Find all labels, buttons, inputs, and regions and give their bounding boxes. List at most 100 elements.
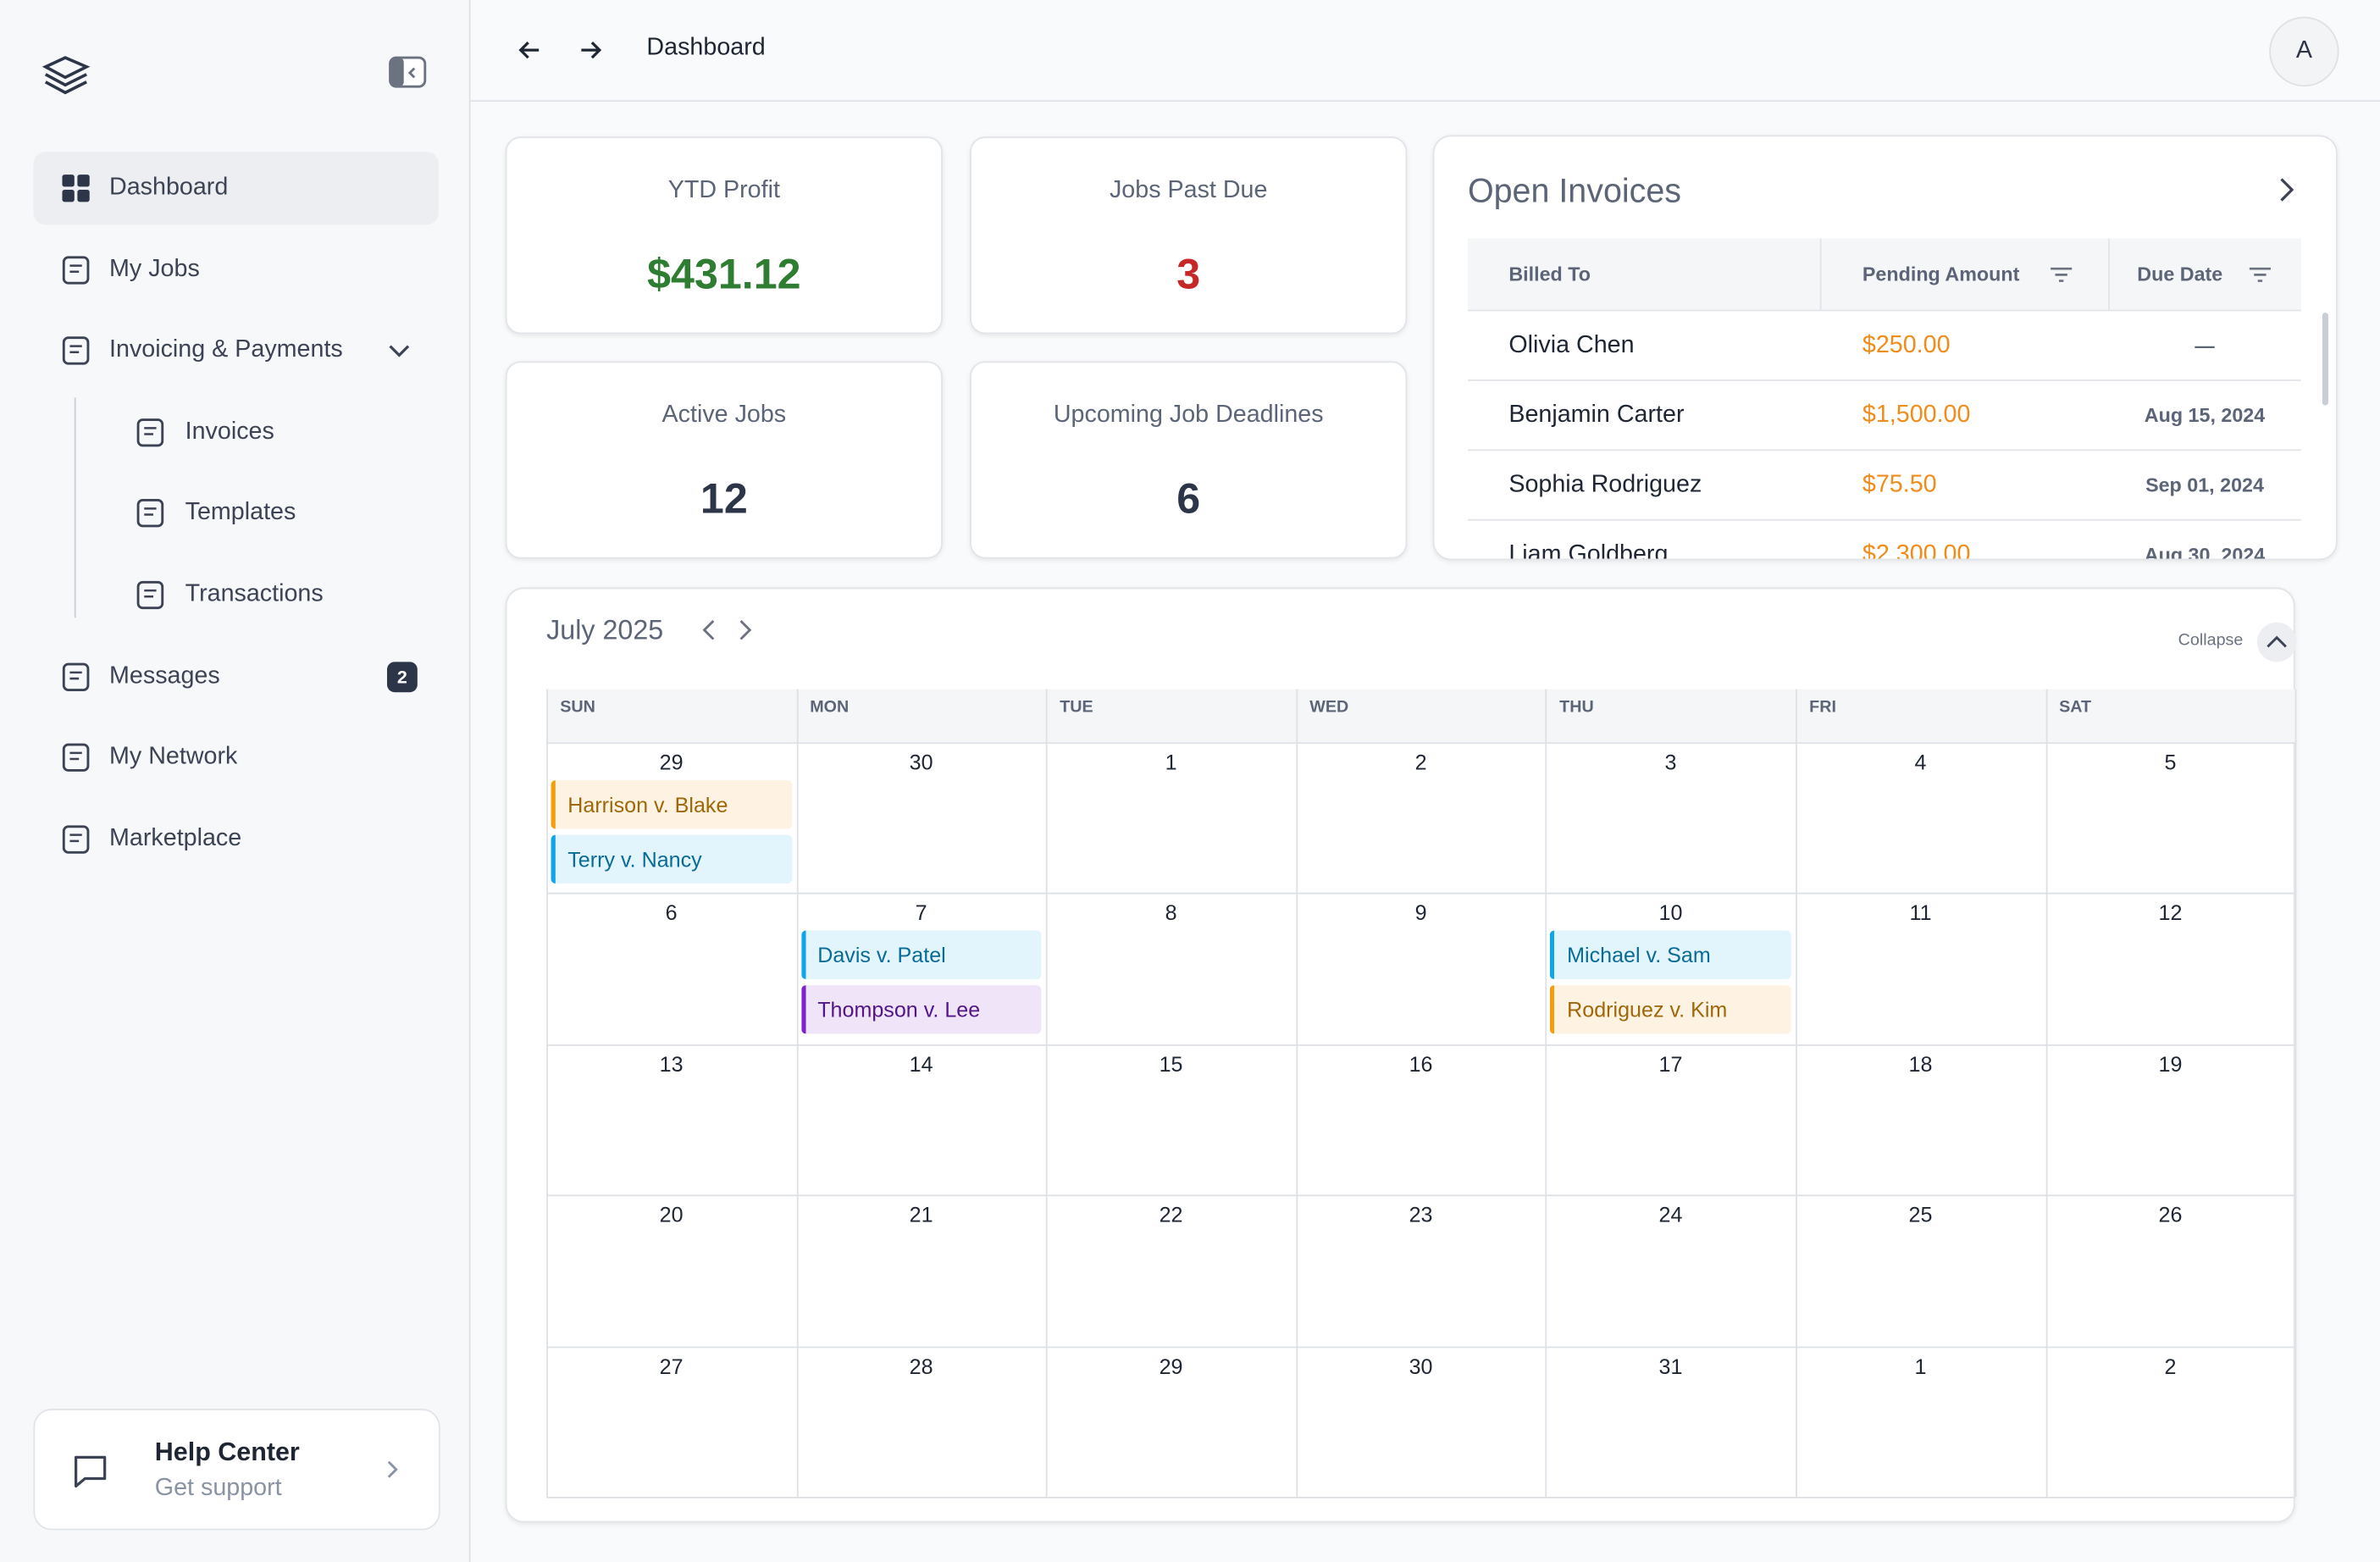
invoices-open[interactable] — [2275, 176, 2296, 203]
calendar: July 2025 Collapse SUN MON TUE WED THU FRI SAT… — [505, 587, 2298, 1523]
cell: Olivia Chen — [1508, 331, 1635, 358]
day-number: 16 — [1409, 1051, 1433, 1077]
forward-button[interactable] — [577, 36, 604, 64]
stat-card: Jobs Past Due 3 — [970, 136, 1408, 335]
day-number: 1 — [1914, 1353, 1927, 1378]
nav-icon — [136, 418, 164, 447]
row-divider — [1467, 379, 2301, 381]
day-number: 7 — [915, 900, 927, 926]
day-number: 11 — [1909, 900, 1932, 926]
weekday: THU — [1559, 698, 1594, 717]
day-number: 29 — [1159, 1353, 1183, 1378]
day-number: 2 — [1414, 750, 1427, 774]
cell: $75.50 — [1862, 471, 1937, 497]
grid-vline — [1296, 689, 1298, 1498]
grid-vline — [1796, 689, 1797, 1498]
grid-hline — [546, 1345, 2295, 1348]
day-number: 3 — [1664, 750, 1677, 774]
weekday: TUE — [1060, 698, 1093, 717]
grid-hline — [546, 1044, 2295, 1046]
day-number: 22 — [1159, 1202, 1183, 1227]
scrollbar — [2322, 313, 2329, 406]
prev-month[interactable] — [700, 618, 718, 642]
nav-item[interactable]: My Jobs — [33, 233, 438, 306]
avatar[interactable]: A — [2269, 16, 2339, 87]
day-number: 23 — [1409, 1202, 1433, 1227]
day-number: 29 — [659, 750, 684, 774]
cell: $2,300.00 — [1862, 540, 1971, 561]
day-number: 4 — [1914, 750, 1927, 774]
collapse-button[interactable] — [2255, 621, 2298, 663]
cell: — — [2195, 334, 2215, 357]
nav-icon — [62, 662, 90, 691]
nav-subitem[interactable]: Invoices — [33, 396, 438, 468]
weekday: FRI — [1809, 698, 1836, 717]
weekday: SUN — [560, 698, 595, 717]
row-divider — [1467, 518, 2301, 521]
expand-chevron[interactable] — [387, 339, 412, 363]
grid-vline — [546, 689, 548, 1498]
nav-item[interactable]: My Network — [33, 722, 438, 795]
nav-icon — [62, 174, 90, 202]
nav-item[interactable]: Invoicing & Payments — [33, 314, 438, 387]
filter-icon[interactable] — [2248, 266, 2272, 285]
event[interactable]: Davis v. Patel — [800, 931, 1042, 980]
weekday: SAT — [2059, 698, 2092, 717]
sidebar: Help Center Get support Dashboard My Jobs… — [0, 0, 471, 1562]
nav-subitem[interactable]: Templates — [33, 477, 438, 550]
day-number: 6 — [665, 900, 678, 926]
next-month[interactable] — [736, 618, 755, 642]
stat-label: Upcoming Job Deadlines — [1053, 402, 1324, 429]
event[interactable]: Terry v. Nancy — [551, 834, 792, 883]
nav-item[interactable]: Dashboard — [33, 152, 439, 225]
collapse-sidebar[interactable] — [389, 56, 429, 89]
nav-label: My Jobs — [109, 256, 200, 282]
event[interactable]: Rodriguez v. Kim — [1550, 985, 1791, 1035]
stat-card: Active Jobs 12 — [505, 361, 943, 559]
day-number: 15 — [1159, 1051, 1183, 1077]
event[interactable]: Michael v. Sam — [1550, 931, 1791, 980]
help-center[interactable]: Help Center Get support — [33, 1409, 440, 1531]
back-button[interactable] — [516, 36, 543, 64]
weekday: MON — [810, 698, 850, 717]
nav-icon — [136, 580, 164, 610]
filter-icon[interactable] — [2049, 266, 2073, 285]
column-label: Billed To — [1508, 263, 1591, 285]
day-number: 18 — [1908, 1051, 1933, 1077]
day-number: 21 — [909, 1202, 933, 1227]
day-number: 19 — [2158, 1051, 2183, 1077]
stat-value: 6 — [1176, 474, 1201, 523]
help-title: Help Center — [154, 1437, 300, 1467]
stat-value: 12 — [700, 474, 748, 523]
day-number: 20 — [659, 1202, 684, 1227]
stat-label: Active Jobs — [661, 402, 787, 429]
nav-label: Invoices — [185, 418, 274, 445]
cell: $1,500.00 — [1862, 402, 1971, 428]
nav-item[interactable]: Messages 2 — [33, 640, 438, 713]
nav-icon — [62, 336, 90, 365]
event[interactable]: Harrison v. Blake — [551, 780, 792, 829]
stat-card: YTD Profit $431.12 — [505, 136, 943, 335]
cell: Aug 30, 2024 — [2144, 543, 2266, 561]
nav-subitem[interactable]: Transactions — [33, 558, 438, 631]
day-number: 14 — [909, 1051, 933, 1077]
help-subtitle: Get support — [154, 1475, 282, 1502]
stat-card: Upcoming Job Deadlines 6 — [970, 361, 1408, 559]
cell: Benjamin Carter — [1508, 402, 1685, 428]
nav-label: Dashboard — [109, 174, 229, 201]
weekday-row — [546, 689, 2295, 743]
column-header: Pending Amount — [1819, 238, 2108, 310]
cell: Sophia Rodriguez — [1508, 471, 1702, 497]
nav-label: Invoicing & Payments — [109, 337, 343, 363]
event[interactable]: Thompson v. Lee — [800, 985, 1042, 1035]
collapse-label: Collapse — [2178, 631, 2244, 651]
badge: 2 — [386, 661, 418, 692]
tree-line — [74, 397, 76, 618]
invoices-title: Open Invoices — [1467, 171, 1681, 210]
grid-vline — [2294, 689, 2297, 1498]
grid-hline — [546, 1497, 2295, 1498]
column-label: Pending Amount — [1862, 263, 2020, 285]
grid-hline — [546, 893, 2295, 895]
nav-item[interactable]: Marketplace — [33, 803, 438, 876]
